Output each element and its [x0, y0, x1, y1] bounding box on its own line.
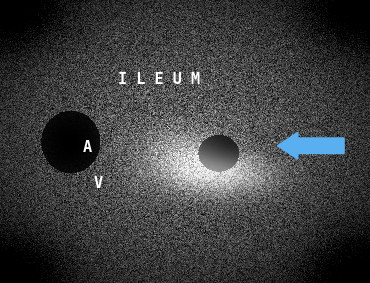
Text: V: V	[94, 176, 102, 192]
FancyArrow shape	[278, 132, 344, 159]
Text: A: A	[83, 140, 91, 155]
Text: I L E U M: I L E U M	[118, 72, 200, 87]
